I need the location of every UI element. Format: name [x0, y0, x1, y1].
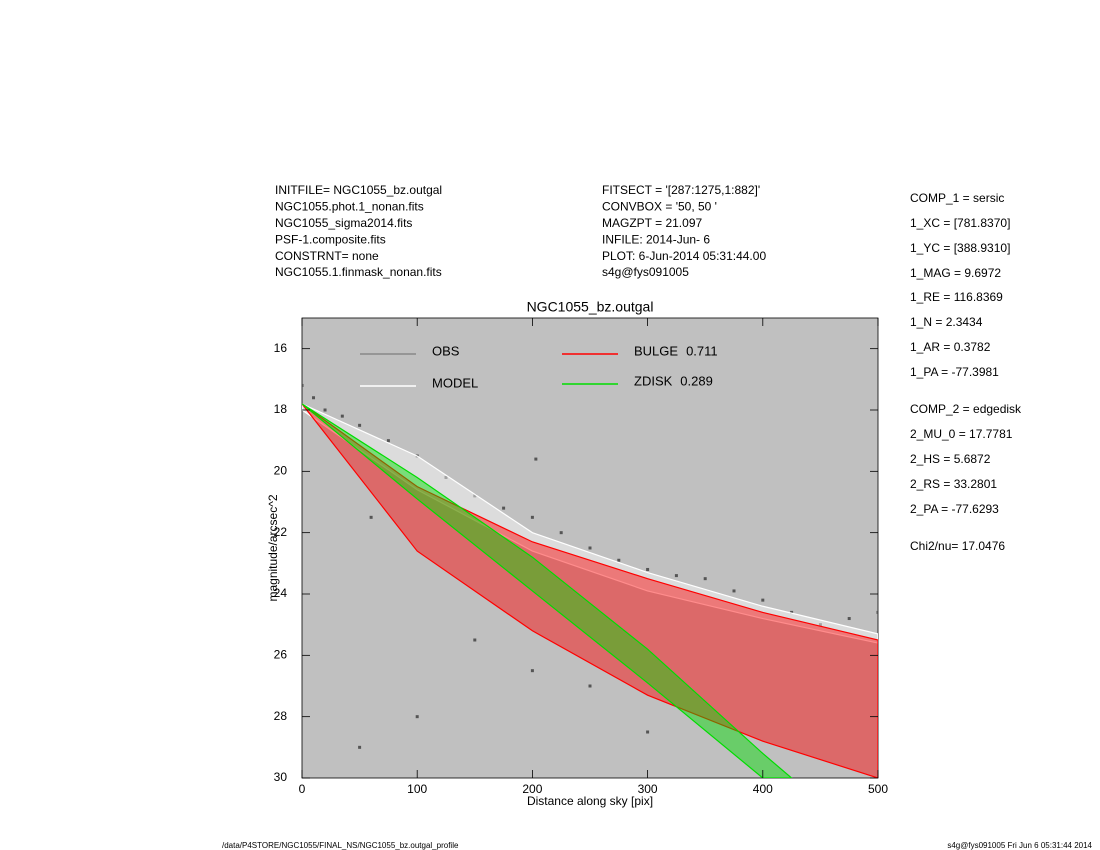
obs-point — [473, 494, 477, 498]
legend-fraction: 0.289 — [680, 373, 713, 388]
obs-point — [534, 457, 538, 461]
x-axis-label: Distance along sky [pix] — [527, 794, 653, 808]
model-band — [302, 403, 878, 778]
obs-point — [444, 475, 448, 479]
obs-point — [876, 610, 878, 614]
fit-parameter: 1_RE = 116.8369 — [910, 290, 1003, 304]
obs-point — [415, 715, 419, 719]
header-left-line: NGC1055.1.finmask_nonan.fits — [275, 265, 442, 279]
header-mid-line: INFILE: 2014-Jun- 6 — [602, 232, 710, 246]
x-tick-label: 400 — [753, 782, 773, 796]
footer-left: /data/P4STORE/NGC1055/FINAL_NS/NGC1055_b… — [222, 841, 459, 850]
obs-point — [674, 574, 678, 578]
obs-point — [559, 531, 563, 535]
fit-parameter: 1_PA = -77.3981 — [910, 365, 999, 379]
obs-point — [302, 383, 304, 387]
obs-point — [502, 506, 506, 510]
footer-right: s4g@fys091005 Fri Jun 6 05:31:44 2014 — [947, 841, 1092, 850]
fit-parameter: COMP_1 = sersic — [910, 191, 1004, 205]
obs-point — [818, 623, 822, 627]
obs-point — [761, 598, 765, 602]
obs-point — [646, 567, 650, 571]
obs-point — [473, 638, 477, 642]
chart-title: NGC1055_bz.outgal — [527, 299, 654, 315]
header-left-line: INITFILE= NGC1055_bz.outgal — [275, 183, 442, 197]
fit-parameter: 1_N = 2.3434 — [910, 315, 983, 329]
fit-parameter: 1_YC = [388.9310] — [910, 241, 1010, 255]
x-tick-label: 200 — [522, 782, 542, 796]
fit-parameter: Chi2/nu= 17.0476 — [910, 539, 1005, 553]
obs-point — [340, 414, 344, 418]
y-tick-label: 16 — [274, 341, 288, 355]
obs-point — [646, 730, 650, 734]
header-mid-line: s4g@fys091005 — [602, 265, 689, 279]
obs-point — [386, 439, 390, 443]
model-band — [302, 403, 793, 778]
y-tick-label: 26 — [274, 648, 288, 662]
obs-point — [847, 617, 851, 621]
header-mid-line: PLOT: 6-Jun-2014 05:31:44.00 — [602, 249, 766, 263]
header-mid-line: FITSECT = '[287:1275,1:882]' — [602, 183, 760, 197]
x-tick-label: 0 — [299, 782, 306, 796]
header-left-line: NGC1055.phot.1_nonan.fits — [275, 200, 424, 214]
legend-label: BULGE — [634, 343, 678, 358]
fit-parameter: 1_AR = 0.3782 — [910, 340, 991, 354]
legend-label: MODEL — [432, 375, 478, 390]
obs-point — [617, 558, 621, 562]
y-tick-label: 30 — [274, 770, 288, 784]
y-tick-label: 24 — [274, 586, 288, 600]
obs-point — [790, 610, 794, 614]
y-tick-label: 18 — [274, 402, 288, 416]
obs-point — [588, 684, 592, 688]
header-mid-line: MAGZPT = 21.097 — [602, 216, 702, 230]
legend-label: OBS — [432, 343, 460, 358]
y-tick-label: 28 — [274, 709, 288, 723]
model-band — [302, 403, 878, 644]
fit-parameter: 2_HS = 5.6872 — [910, 452, 991, 466]
y-tick-label: 22 — [274, 525, 288, 539]
obs-point — [369, 515, 373, 519]
fit-parameter: COMP_2 = edgedisk — [910, 402, 1022, 416]
legend-label: ZDISK — [634, 373, 673, 388]
obs-point — [312, 396, 316, 400]
obs-point — [358, 745, 362, 749]
legend-fraction: 0.711 — [686, 343, 718, 358]
header-mid-line: CONVBOX = '50, 50 ' — [602, 200, 717, 214]
fit-parameter: 2_RS = 33.2801 — [910, 477, 997, 491]
header-left-line: CONSTRNT= none — [275, 249, 379, 263]
y-axis-label: magnitude/arcsec^2 — [266, 494, 280, 601]
obs-point — [588, 546, 592, 550]
obs-point — [530, 669, 534, 673]
fit-parameter: 2_MU_0 = 17.7781 — [910, 427, 1013, 441]
obs-point — [530, 515, 534, 519]
fit-parameter: 2_PA = -77.6293 — [910, 502, 999, 516]
obs-point — [732, 589, 736, 593]
y-tick-label: 20 — [274, 464, 288, 478]
obs-point — [323, 408, 327, 412]
plot-layer — [302, 383, 878, 778]
x-tick-label: 100 — [407, 782, 427, 796]
obs-point — [358, 423, 362, 427]
fit-parameter: 1_XC = [781.8370] — [910, 216, 1010, 230]
x-tick-label: 500 — [868, 782, 888, 796]
obs-point — [703, 577, 707, 581]
x-tick-label: 300 — [638, 782, 658, 796]
fit-parameter: 1_MAG = 9.6972 — [910, 266, 1001, 280]
header-left-line: PSF-1.composite.fits — [275, 232, 386, 246]
header-left-line: NGC1055_sigma2014.fits — [275, 216, 412, 230]
